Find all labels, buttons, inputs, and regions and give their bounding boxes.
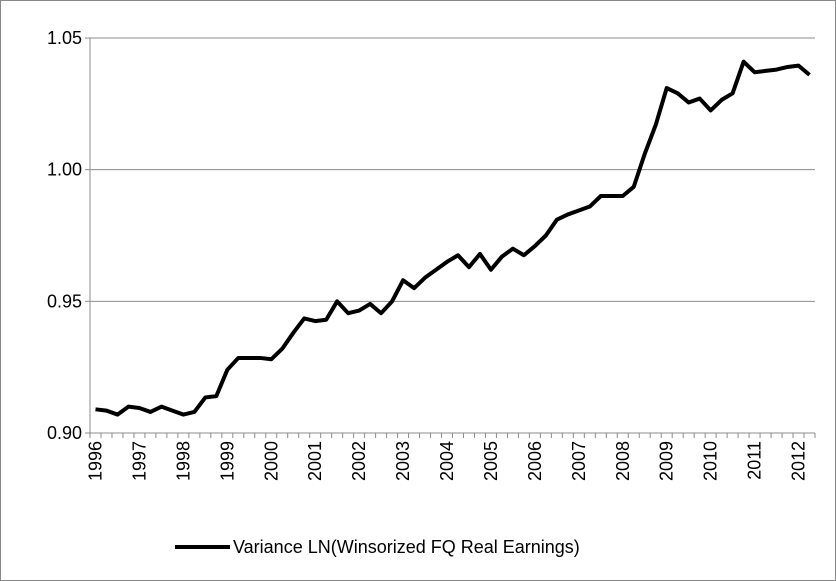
y-tick-label: 0.90 bbox=[47, 423, 82, 443]
x-tick-label: 2012 bbox=[789, 441, 809, 481]
x-tick-label: 1996 bbox=[85, 441, 105, 481]
legend-label: Variance LN(Winsorized FQ Real Earnings) bbox=[233, 537, 580, 557]
y-tick-label: 1.05 bbox=[47, 28, 82, 48]
x-tick-label: 2008 bbox=[613, 441, 633, 481]
x-tick-label: 2010 bbox=[701, 441, 721, 481]
x-tick-label: 1998 bbox=[173, 441, 193, 481]
x-tick-label: 2002 bbox=[349, 441, 369, 481]
line-series bbox=[95, 59, 811, 417]
x-tick-label: 2011 bbox=[745, 441, 765, 480]
x-tick-label: 2005 bbox=[481, 441, 501, 481]
x-tick-label: 2009 bbox=[657, 441, 677, 481]
x-tick-label: 1997 bbox=[129, 441, 149, 481]
x-tick-label: 2003 bbox=[393, 441, 413, 481]
x-tick-label: 2007 bbox=[569, 441, 589, 481]
x-tick-label: 2004 bbox=[437, 441, 457, 481]
y-tick-label: 0.95 bbox=[47, 291, 82, 311]
x-tick-label: 2006 bbox=[525, 441, 545, 481]
x-tick-label: 2001 bbox=[305, 441, 325, 481]
x-tick-label: 1999 bbox=[217, 441, 237, 481]
x-tick-label: 2000 bbox=[261, 441, 281, 481]
y-tick-label: 1.00 bbox=[47, 160, 82, 180]
